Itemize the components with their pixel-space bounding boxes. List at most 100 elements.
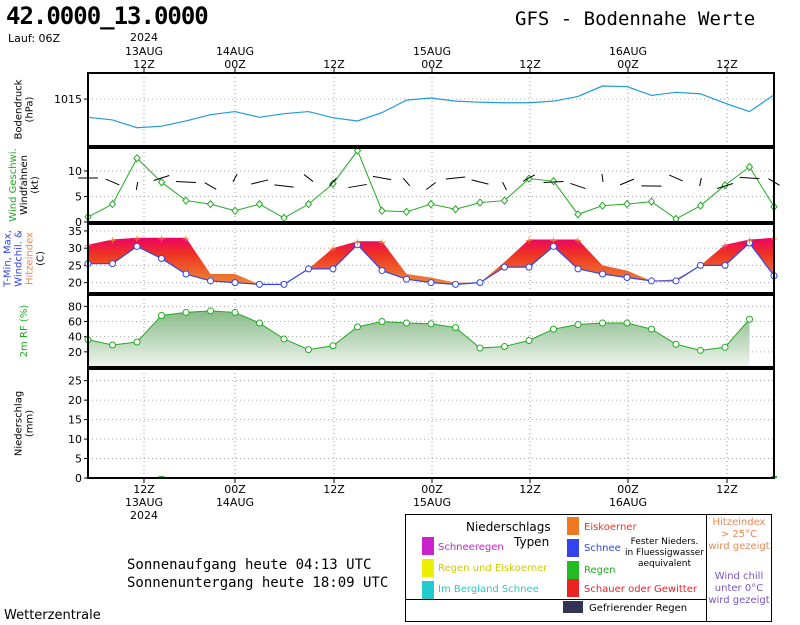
wind-barb xyxy=(348,183,367,189)
wind-speed-point xyxy=(329,179,337,188)
x-tick-label-top: 14AUG xyxy=(216,45,254,58)
x-tick-label-bottom: 00Z xyxy=(421,483,443,496)
x-tick-label-top: 00Z xyxy=(421,58,443,71)
wind-speed-point xyxy=(745,162,754,172)
x-tick-label-top: 13AUG xyxy=(125,45,163,58)
legend-eiskoerner: Eiskoerner xyxy=(584,522,637,533)
y-axis-label: Windchil. & xyxy=(14,230,25,287)
legend-schauer: Schauer oder Gewitter xyxy=(584,584,697,595)
tmax-point xyxy=(109,260,116,268)
wind-speed-point xyxy=(206,199,215,209)
chill-line-1: Wind chill xyxy=(714,571,764,582)
note-line-1: Fester Nieders. xyxy=(630,537,699,547)
y-tick-label: 1015 xyxy=(54,93,82,106)
tmax-point xyxy=(672,277,680,285)
humidity-point xyxy=(354,323,361,331)
humidity-point xyxy=(672,340,680,348)
heat-index-marker: + xyxy=(157,234,165,245)
x-tick-label-top: 12Z xyxy=(133,58,155,71)
heat-index-marker: + xyxy=(525,236,533,247)
tmax-point xyxy=(574,265,582,273)
tmax-point xyxy=(623,273,631,281)
humidity-point xyxy=(378,318,386,326)
wind-speed-point xyxy=(476,198,484,207)
y-tick-label: 20 xyxy=(68,277,82,290)
chart-title: GFS - Bodennahe Werte xyxy=(515,8,756,30)
humidity-point xyxy=(256,319,263,327)
x-tick-label-top: 16AUG xyxy=(609,45,647,58)
y-axis-label: (kt) xyxy=(30,176,41,194)
wind-barb xyxy=(153,175,170,181)
x-tick-label-bottom: 12Z xyxy=(323,483,345,496)
wind-barb xyxy=(204,182,217,190)
tmax-point xyxy=(525,263,533,271)
tmax-point xyxy=(305,265,312,273)
humidity-point xyxy=(501,343,508,351)
wind-barb xyxy=(699,177,702,187)
x-tick-label-bottom: 12Z xyxy=(519,483,541,496)
wind-barb xyxy=(471,179,489,185)
humidity-point xyxy=(280,335,288,343)
wind-speed-point xyxy=(574,210,582,219)
wind-speed-point xyxy=(157,177,166,187)
heat-index-marker: + xyxy=(353,237,361,248)
tmax-point xyxy=(721,261,729,269)
heat-index-marker: + xyxy=(574,236,582,247)
y-axis-label: Wind Geschwi. xyxy=(8,148,19,221)
legend-note: Fester Nieders. in Fluessigwasser aequiv… xyxy=(623,537,706,570)
wind-speed-point xyxy=(500,196,509,205)
swatch-regen xyxy=(567,561,579,579)
humidity-point xyxy=(599,319,606,327)
legend-schnee: Schnee xyxy=(584,543,621,554)
panel-pressure: 1015 Bodendruck (hPa) xyxy=(14,72,775,147)
heat-index-marker: + xyxy=(378,237,386,248)
panel-frame xyxy=(87,368,775,479)
wind-speed-point xyxy=(647,197,656,206)
y-tick-label: 30 xyxy=(68,242,82,255)
y-axis-label: T-Min, Max, xyxy=(3,230,14,288)
wind-barb xyxy=(619,178,635,186)
y-tick-label: 5 xyxy=(75,453,82,466)
legend-regen-eiskoerner: Regen und Eiskoerner xyxy=(438,563,548,574)
wind-barb xyxy=(372,175,392,181)
x-tick-label-bottom: 12Z xyxy=(716,483,738,496)
humidity-point xyxy=(305,346,312,354)
legend-heat-index: Hitzeindex > 25°C wird gezeigt xyxy=(707,517,771,553)
tmax-point xyxy=(403,275,410,283)
wind-barb xyxy=(176,180,196,184)
wind-speed-point xyxy=(108,199,117,209)
panel-precipitation: 0 5 10 15 20 25 Niederschlag (mm) xyxy=(14,368,777,485)
legend-heading-2: Typen xyxy=(514,535,550,549)
wind-barb xyxy=(402,177,411,187)
heat-index-marker: + xyxy=(133,234,141,245)
y-tick-label: 25 xyxy=(68,259,82,272)
heat-line-1: Hitzeindex xyxy=(712,517,766,528)
humidity-point xyxy=(574,321,582,329)
tmax-point xyxy=(133,242,141,250)
panel-wind: 0 5 10 Wind Geschwi. Windfahnen (kt) xyxy=(8,146,780,229)
humidity-point xyxy=(158,311,165,319)
wind-speed-point xyxy=(721,180,729,190)
heat-index-marker: + xyxy=(182,234,190,245)
heat-index-marker: + xyxy=(549,236,557,247)
legend-heading: Niederschlags xyxy=(466,520,551,534)
tmax-point xyxy=(501,263,508,271)
humidity-point xyxy=(452,324,459,332)
coordinates: 42.0000_13.0000 xyxy=(6,2,209,30)
wind-speed-point xyxy=(182,196,190,205)
chill-line-3: wird gezeigt xyxy=(708,595,770,606)
wind-speed-point xyxy=(696,201,705,210)
humidity-point xyxy=(403,319,410,327)
tmax-point xyxy=(378,267,386,275)
swatch-regen-eiskoerner xyxy=(422,559,434,577)
wind-barb xyxy=(329,177,337,187)
panel-frame xyxy=(87,147,775,223)
wind-speed-point xyxy=(378,206,386,216)
y-tick-label: 0 xyxy=(75,472,82,485)
wind-speed-line xyxy=(87,149,775,220)
humidity-point xyxy=(648,325,655,333)
heat-index-marker: + xyxy=(329,244,337,255)
legend-wind-chill: Wind chill unter 0°C wird gezeigt xyxy=(707,571,771,607)
